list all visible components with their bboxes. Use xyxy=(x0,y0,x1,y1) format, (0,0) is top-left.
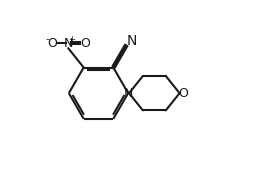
Text: N: N xyxy=(64,36,73,49)
Text: +: + xyxy=(68,35,75,44)
Text: N: N xyxy=(126,34,137,48)
Text: -: - xyxy=(46,35,50,45)
Text: N: N xyxy=(123,87,133,100)
Text: O: O xyxy=(47,36,57,49)
Text: O: O xyxy=(178,87,188,100)
Text: O: O xyxy=(80,36,90,49)
